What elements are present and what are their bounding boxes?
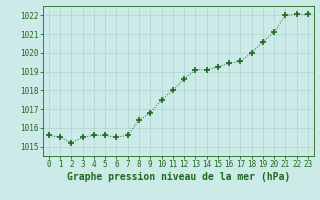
X-axis label: Graphe pression niveau de la mer (hPa): Graphe pression niveau de la mer (hPa) xyxy=(67,172,290,182)
